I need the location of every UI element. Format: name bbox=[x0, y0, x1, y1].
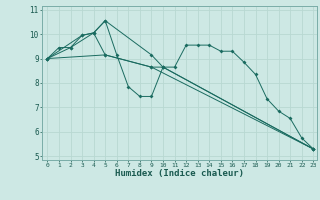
X-axis label: Humidex (Indice chaleur): Humidex (Indice chaleur) bbox=[115, 169, 244, 178]
